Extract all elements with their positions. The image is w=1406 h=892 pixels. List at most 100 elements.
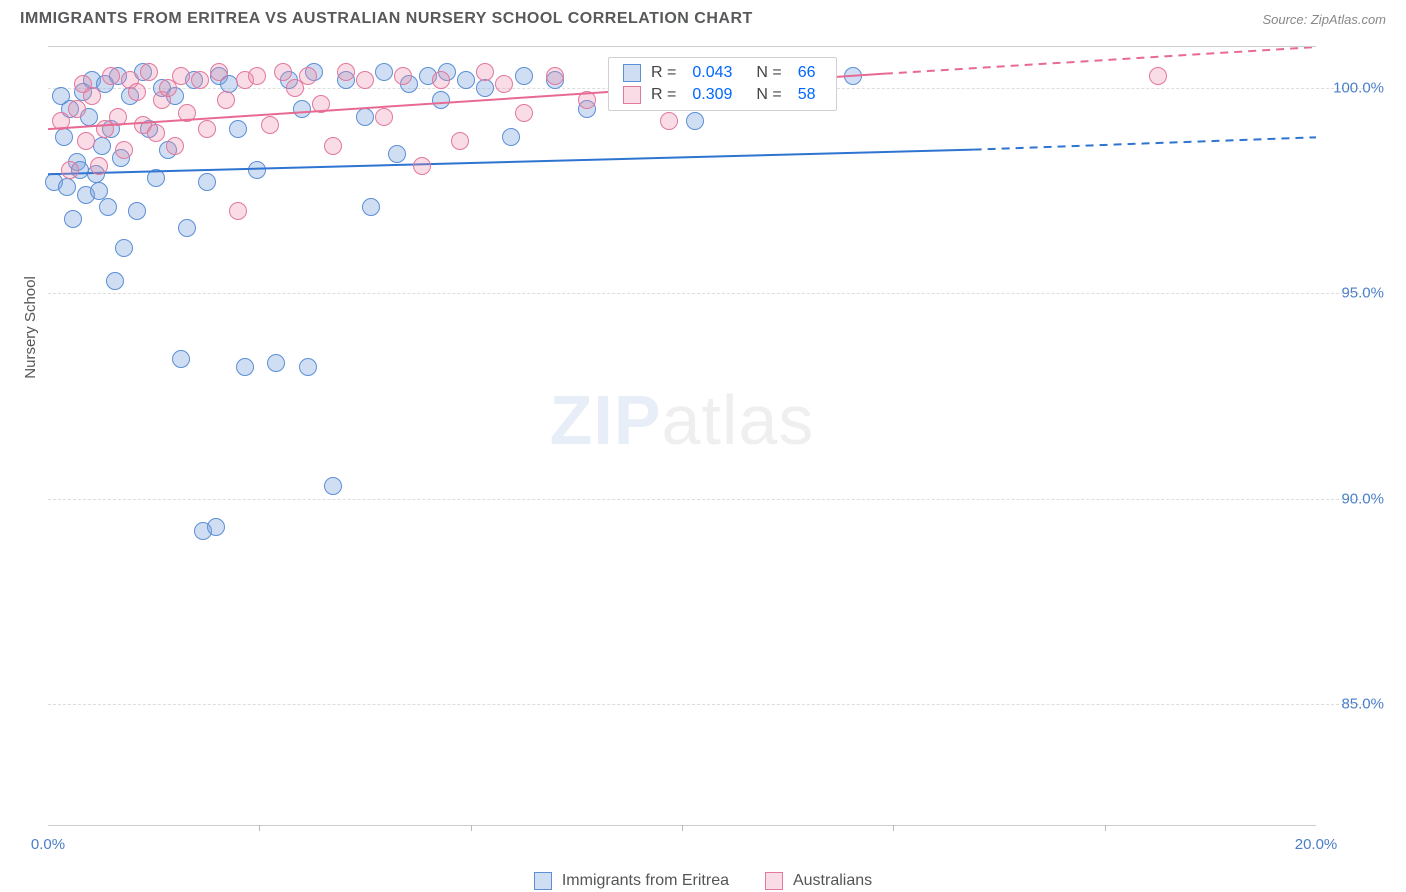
scatter-point-australians bbox=[660, 112, 678, 130]
scatter-point-australians bbox=[172, 67, 190, 85]
bottom-legend: Immigrants from Eritrea Australians bbox=[0, 872, 1406, 890]
y-tick-label: 85.0% bbox=[1341, 695, 1384, 712]
scatter-point-australians bbox=[140, 63, 158, 81]
gridline-h bbox=[48, 499, 1364, 500]
gridline-h bbox=[48, 704, 1364, 705]
scatter-point-australians bbox=[248, 67, 266, 85]
scatter-point-eritrea bbox=[388, 145, 406, 163]
stat-r-value: 0.043 bbox=[692, 64, 732, 82]
scatter-point-australians bbox=[337, 63, 355, 81]
stat-n-label: N = bbox=[756, 64, 781, 82]
scatter-point-eritrea bbox=[93, 137, 111, 155]
trendline-eritrea bbox=[48, 47, 1316, 827]
watermark: ZIPatlas bbox=[550, 380, 815, 460]
scatter-point-australians bbox=[210, 63, 228, 81]
legend-swatch bbox=[534, 872, 552, 890]
stat-row: R =0.043N =66 bbox=[623, 64, 822, 82]
scatter-point-australians bbox=[83, 87, 101, 105]
legend-swatch bbox=[765, 872, 783, 890]
x-tick-label: 0.0% bbox=[31, 836, 65, 853]
legend-item: Immigrants from Eritrea bbox=[534, 872, 729, 890]
scatter-point-australians bbox=[546, 67, 564, 85]
scatter-point-australians bbox=[495, 75, 513, 93]
scatter-point-australians bbox=[274, 63, 292, 81]
scatter-point-australians bbox=[229, 202, 247, 220]
scatter-point-eritrea bbox=[90, 182, 108, 200]
scatter-point-australians bbox=[68, 100, 86, 118]
scatter-point-eritrea bbox=[106, 272, 124, 290]
stat-r-value: 0.309 bbox=[692, 86, 732, 104]
scatter-point-eritrea bbox=[172, 350, 190, 368]
scatter-point-eritrea bbox=[99, 198, 117, 216]
scatter-point-australians bbox=[61, 161, 79, 179]
chart-title: IMMIGRANTS FROM ERITREA VS AUSTRALIAN NU… bbox=[20, 10, 753, 28]
scatter-point-eritrea bbox=[293, 100, 311, 118]
y-tick-label: 100.0% bbox=[1333, 80, 1384, 97]
chart-area: ZIPatlas 85.0%90.0%95.0%100.0%0.0%20.0%R… bbox=[48, 46, 1316, 826]
scatter-point-australians bbox=[578, 91, 596, 109]
scatter-point-australians bbox=[476, 63, 494, 81]
scatter-point-australians bbox=[299, 67, 317, 85]
scatter-point-australians bbox=[324, 137, 342, 155]
scatter-point-eritrea bbox=[324, 477, 342, 495]
scatter-point-eritrea bbox=[844, 67, 862, 85]
x-minor-tick bbox=[471, 825, 472, 831]
scatter-point-eritrea bbox=[502, 128, 520, 146]
scatter-point-australians bbox=[1149, 67, 1167, 85]
source-label: Source: ZipAtlas.com bbox=[1262, 12, 1386, 27]
watermark-zip: ZIP bbox=[550, 381, 662, 459]
stat-n-label: N = bbox=[756, 86, 781, 104]
legend-item: Australians bbox=[765, 872, 872, 890]
scatter-point-australians bbox=[451, 132, 469, 150]
scatter-point-australians bbox=[312, 95, 330, 113]
trendline-australians bbox=[48, 47, 1316, 827]
scatter-point-australians bbox=[52, 112, 70, 130]
scatter-point-australians bbox=[515, 104, 533, 122]
scatter-point-eritrea bbox=[207, 518, 225, 536]
scatter-point-eritrea bbox=[248, 161, 266, 179]
scatter-point-eritrea bbox=[58, 178, 76, 196]
scatter-point-eritrea bbox=[55, 128, 73, 146]
scatter-point-eritrea bbox=[128, 202, 146, 220]
watermark-atlas: atlas bbox=[662, 381, 815, 459]
stat-swatch bbox=[623, 86, 641, 104]
scatter-point-eritrea bbox=[432, 91, 450, 109]
stat-box: R =0.043N =66R =0.309N =58 bbox=[608, 57, 837, 111]
scatter-point-australians bbox=[90, 157, 108, 175]
scatter-point-australians bbox=[394, 67, 412, 85]
stat-n-value: 58 bbox=[798, 86, 816, 104]
scatter-point-australians bbox=[217, 91, 235, 109]
scatter-point-australians bbox=[413, 157, 431, 175]
scatter-point-eritrea bbox=[457, 71, 475, 89]
scatter-point-australians bbox=[432, 71, 450, 89]
x-minor-tick bbox=[682, 825, 683, 831]
gridline-h bbox=[48, 293, 1364, 294]
scatter-point-eritrea bbox=[198, 173, 216, 191]
legend-label: Australians bbox=[793, 872, 872, 890]
header: IMMIGRANTS FROM ERITREA VS AUSTRALIAN NU… bbox=[0, 0, 1406, 36]
scatter-point-eritrea bbox=[267, 354, 285, 372]
x-minor-tick bbox=[1105, 825, 1106, 831]
scatter-point-australians bbox=[128, 83, 146, 101]
scatter-point-eritrea bbox=[147, 169, 165, 187]
scatter-point-australians bbox=[198, 120, 216, 138]
scatter-point-australians bbox=[147, 124, 165, 142]
scatter-point-australians bbox=[261, 116, 279, 134]
scatter-point-australians bbox=[102, 67, 120, 85]
scatter-point-eritrea bbox=[476, 79, 494, 97]
scatter-point-australians bbox=[375, 108, 393, 126]
scatter-point-australians bbox=[356, 71, 374, 89]
scatter-point-eritrea bbox=[686, 112, 704, 130]
stat-n-value: 66 bbox=[798, 64, 816, 82]
x-tick-label: 20.0% bbox=[1295, 836, 1338, 853]
scatter-point-australians bbox=[77, 132, 95, 150]
scatter-point-eritrea bbox=[299, 358, 317, 376]
scatter-point-eritrea bbox=[515, 67, 533, 85]
scatter-point-eritrea bbox=[356, 108, 374, 126]
stat-swatch bbox=[623, 64, 641, 82]
scatter-point-australians bbox=[115, 141, 133, 159]
scatter-point-eritrea bbox=[115, 239, 133, 257]
scatter-point-eritrea bbox=[178, 219, 196, 237]
scatter-point-eritrea bbox=[362, 198, 380, 216]
x-minor-tick bbox=[259, 825, 260, 831]
